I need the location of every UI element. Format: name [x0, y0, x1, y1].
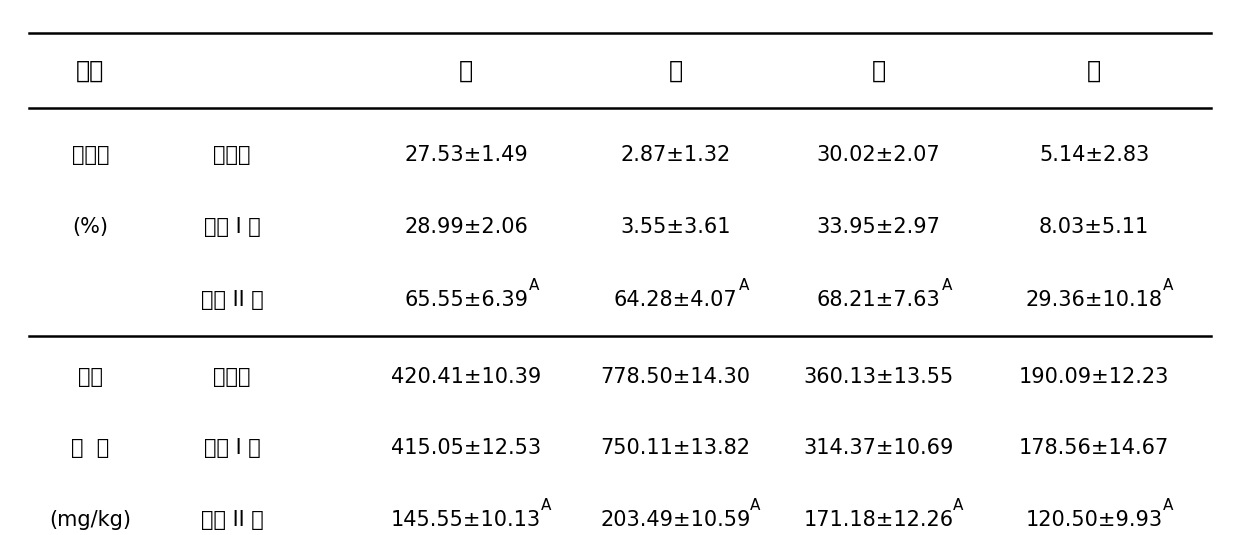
- Text: 含  量: 含 量: [71, 438, 109, 458]
- Text: 29.36±10.18: 29.36±10.18: [1025, 290, 1163, 310]
- Text: 锰: 锰: [1087, 59, 1101, 83]
- Text: 30.02±2.07: 30.02±2.07: [817, 145, 940, 165]
- Text: 178.56±14.67: 178.56±14.67: [1019, 438, 1169, 458]
- Text: 415.05±12.53: 415.05±12.53: [391, 438, 541, 458]
- Text: 778.50±14.30: 778.50±14.30: [600, 366, 750, 386]
- Text: A: A: [529, 278, 539, 293]
- Text: 360.13±13.55: 360.13±13.55: [804, 366, 954, 386]
- Text: 68.21±7.63: 68.21±7.63: [817, 290, 940, 310]
- Text: 指标: 指标: [76, 59, 104, 83]
- Text: 190.09±12.23: 190.09±12.23: [1019, 366, 1169, 386]
- Text: 试验 I 组: 试验 I 组: [203, 438, 260, 458]
- Text: (mg/kg): (mg/kg): [50, 510, 131, 530]
- Text: 铜: 铜: [459, 59, 474, 83]
- Text: 5.14±2.83: 5.14±2.83: [1039, 145, 1149, 165]
- Text: A: A: [1163, 498, 1173, 513]
- Text: 2.87±1.32: 2.87±1.32: [620, 145, 730, 165]
- Text: 28.99±2.06: 28.99±2.06: [404, 217, 528, 237]
- Text: 120.50±9.93: 120.50±9.93: [1025, 510, 1163, 530]
- Text: (%): (%): [72, 217, 108, 237]
- Text: 铁: 铁: [668, 59, 682, 83]
- Text: A: A: [739, 278, 749, 293]
- Text: 粪中: 粪中: [78, 366, 103, 386]
- Text: 33.95±2.97: 33.95±2.97: [817, 217, 941, 237]
- Text: A: A: [941, 278, 952, 293]
- Text: 65.55±6.39: 65.55±6.39: [404, 290, 528, 310]
- Text: 锌: 锌: [872, 59, 885, 83]
- Text: 420.41±10.39: 420.41±10.39: [391, 366, 541, 386]
- Text: 试验 II 组: 试验 II 组: [201, 290, 263, 310]
- Text: A: A: [954, 498, 963, 513]
- Text: 750.11±13.82: 750.11±13.82: [600, 438, 750, 458]
- Text: A: A: [1163, 278, 1173, 293]
- Text: A: A: [750, 498, 760, 513]
- Text: 利用率: 利用率: [72, 145, 109, 165]
- Text: 试验 II 组: 试验 II 组: [201, 510, 263, 530]
- Text: 8.03±5.11: 8.03±5.11: [1039, 217, 1149, 237]
- Text: 64.28±4.07: 64.28±4.07: [614, 290, 738, 310]
- Text: 对照组: 对照组: [213, 145, 250, 165]
- Text: 3.55±3.61: 3.55±3.61: [620, 217, 730, 237]
- Text: 145.55±10.13: 145.55±10.13: [391, 510, 541, 530]
- Text: 27.53±1.49: 27.53±1.49: [404, 145, 528, 165]
- Text: 对照组: 对照组: [213, 366, 250, 386]
- Text: 203.49±10.59: 203.49±10.59: [600, 510, 750, 530]
- Text: 试验 I 组: 试验 I 组: [203, 217, 260, 237]
- Text: 314.37±10.69: 314.37±10.69: [804, 438, 954, 458]
- Text: A: A: [541, 498, 551, 513]
- Text: 171.18±12.26: 171.18±12.26: [804, 510, 954, 530]
